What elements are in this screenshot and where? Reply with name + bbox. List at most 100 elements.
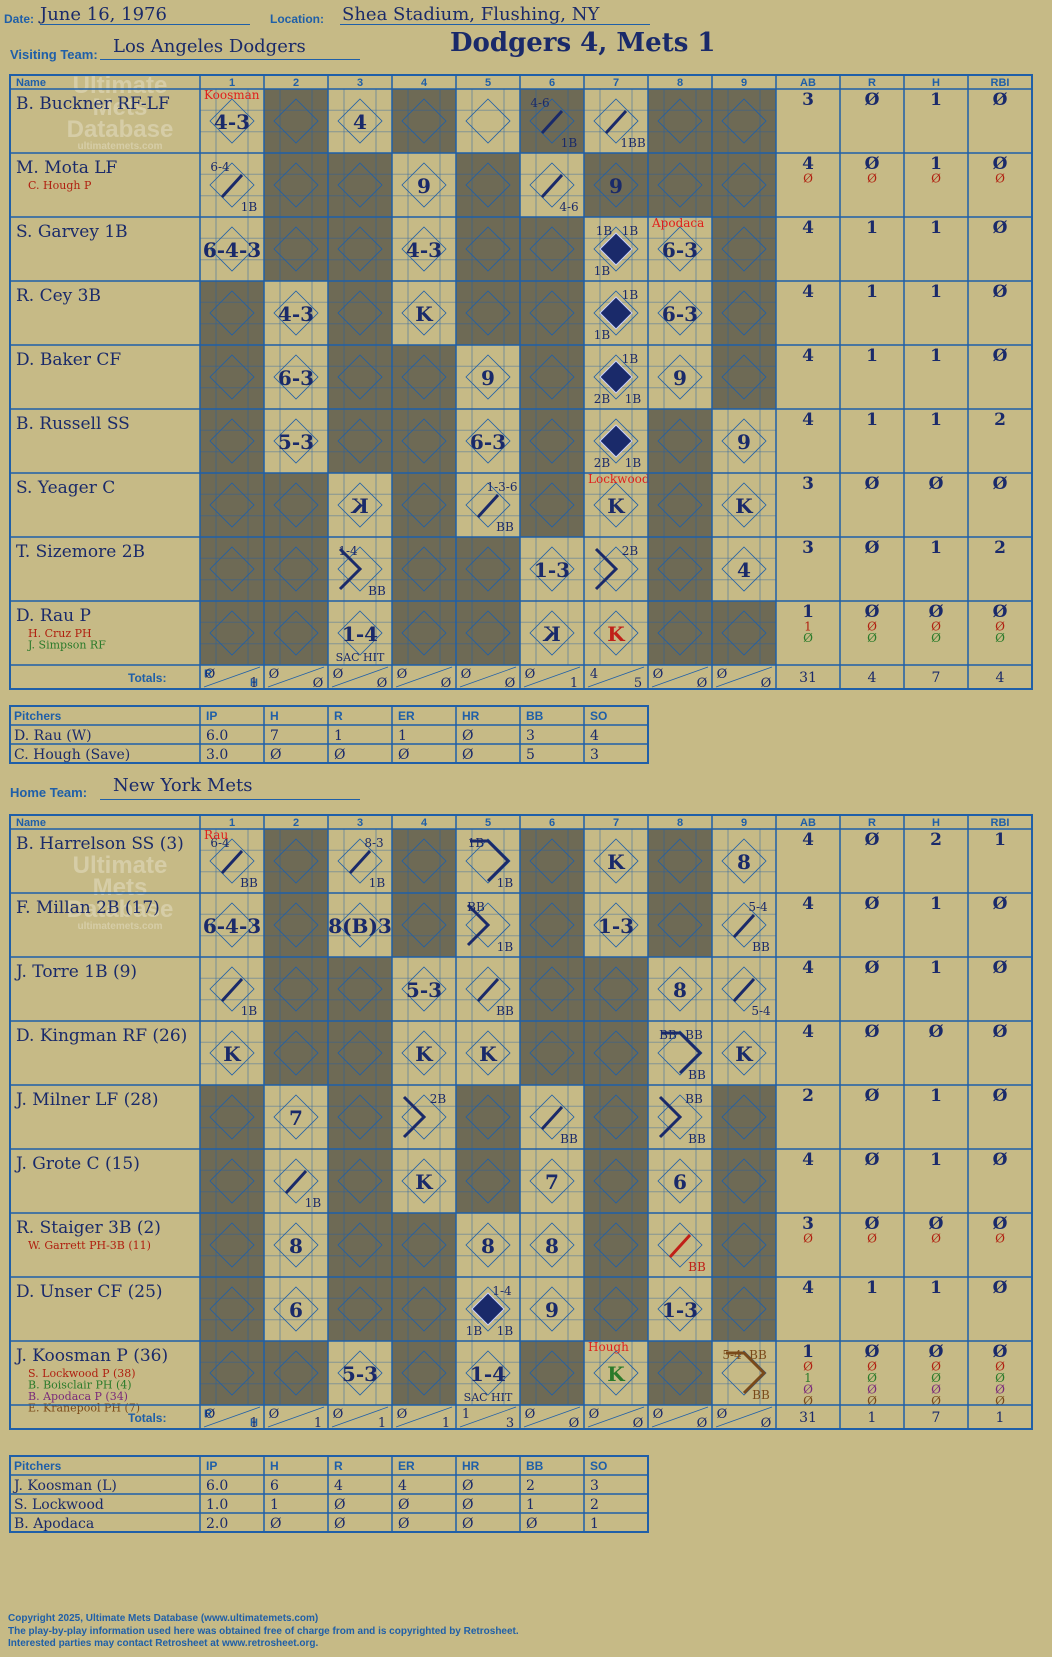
pitcher-stat: Ø	[334, 1516, 345, 1532]
cell-grid	[215, 473, 249, 537]
totals-divider	[523, 1406, 581, 1428]
base-diamond	[529, 838, 575, 884]
inning-cell	[264, 1213, 328, 1277]
cell-grid	[328, 237, 392, 261]
pitcher-stat: Ø	[398, 747, 409, 763]
play-notation: 6	[289, 1298, 303, 1322]
cell-grid	[712, 173, 776, 197]
play-notation: 1-3	[662, 1298, 698, 1322]
totals-divider	[459, 1406, 517, 1428]
base-notation: 1B	[468, 836, 485, 850]
cell-grid	[584, 621, 648, 645]
at-bat-9: 8	[737, 850, 751, 874]
base-diamond	[337, 1286, 383, 1332]
inning-cell	[392, 153, 456, 217]
team-total: 31	[799, 1410, 817, 1426]
base-diamond	[337, 290, 383, 336]
base-diamond	[273, 610, 319, 656]
batter-stat: 3	[802, 474, 814, 494]
play-notation: 4-3	[406, 238, 442, 262]
cell-grid	[599, 473, 633, 537]
cell-grid	[279, 1149, 313, 1213]
batter-stat: 1	[930, 1086, 942, 1106]
base-diamond	[273, 838, 319, 884]
base-diamond	[721, 1030, 767, 1076]
base-diamond	[209, 290, 255, 336]
batter-stat: Ø	[993, 154, 1008, 174]
cell-grid	[535, 893, 569, 957]
base-diamond	[721, 290, 767, 336]
base-diamond	[209, 418, 255, 464]
pitcher-name: J. Koosman (L)	[12, 1478, 117, 1494]
batter-stat: Ø	[995, 1394, 1005, 1408]
base-diamond	[401, 838, 447, 884]
batter-stat: 4	[802, 346, 814, 366]
batter-stat: Ø	[867, 172, 877, 186]
inning-runs: Ø	[653, 667, 664, 682]
cell-grid	[407, 601, 441, 665]
pitcher-header: SO	[590, 709, 607, 723]
batter-stat: 1	[930, 346, 942, 366]
cell-grid	[599, 1213, 633, 1277]
cell-grid	[663, 1213, 697, 1277]
cell-grid	[456, 849, 520, 873]
home-stat-header: RBI	[991, 817, 1010, 829]
inning-cell	[264, 89, 328, 153]
base-diamond	[401, 1030, 447, 1076]
base-notation: 1-4	[338, 544, 358, 558]
base-notation: 1B	[625, 456, 642, 470]
cell-grid	[392, 977, 456, 1001]
pitcher-name: S. Lockwood	[14, 1497, 104, 1513]
base-notation: 1B	[497, 876, 514, 890]
cell-grid	[727, 957, 761, 1021]
home-inning-header: 3	[357, 817, 363, 829]
inning-cell	[200, 89, 264, 153]
inning-cell	[520, 345, 584, 409]
inning-cell	[520, 1213, 584, 1277]
cell-grid	[520, 557, 584, 581]
base-diamond	[401, 418, 447, 464]
hit-line	[220, 977, 244, 1003]
cell-grid	[648, 621, 712, 645]
inning-runs: Ø	[717, 1407, 728, 1422]
inning-hits: Ø	[761, 1416, 772, 1431]
base-diamond	[337, 1222, 383, 1268]
pitcher-header: SO	[590, 1459, 607, 1473]
cell-grid	[279, 281, 313, 345]
cell-grid	[215, 1149, 249, 1213]
cell-grid	[343, 1341, 377, 1405]
cell-grid	[520, 849, 584, 873]
inning-cell	[392, 1213, 456, 1277]
batter-stat: 1	[930, 894, 942, 914]
at-bat-3: 1-4 BB	[338, 544, 386, 598]
base-diamond	[657, 1350, 703, 1396]
batter-stat: Ø	[995, 1232, 1005, 1246]
cell-grid	[264, 1169, 328, 1193]
cell-grid	[456, 557, 520, 581]
pitcher-stat: 2	[590, 1497, 599, 1513]
cell-grid	[648, 977, 712, 1001]
inning-cell	[200, 281, 264, 345]
cell-grid	[584, 1297, 648, 1321]
at-bat-8: BB	[668, 1233, 706, 1274]
pitcher-header: H	[270, 1459, 279, 1473]
base-diamond	[401, 1158, 447, 1204]
cell-grid	[328, 849, 392, 873]
home-inning-header: 1	[229, 817, 235, 829]
cell-grid	[343, 89, 377, 153]
cell-grid	[200, 977, 264, 1001]
inning-cell	[200, 473, 264, 537]
base-diamond	[657, 162, 703, 208]
cell-grid	[456, 1041, 520, 1065]
inning-cell	[392, 409, 456, 473]
base-diamond	[529, 1030, 575, 1076]
inning-cell	[584, 1149, 648, 1213]
inning-cell	[648, 1277, 712, 1341]
watermark-line: Mets	[92, 874, 148, 901]
play-notation: 9	[481, 366, 495, 390]
play-notation: 4-3	[214, 110, 250, 134]
play-notation: 1-3	[534, 558, 570, 582]
at-bat-5: BB	[476, 977, 514, 1018]
base-diamond	[209, 546, 255, 592]
